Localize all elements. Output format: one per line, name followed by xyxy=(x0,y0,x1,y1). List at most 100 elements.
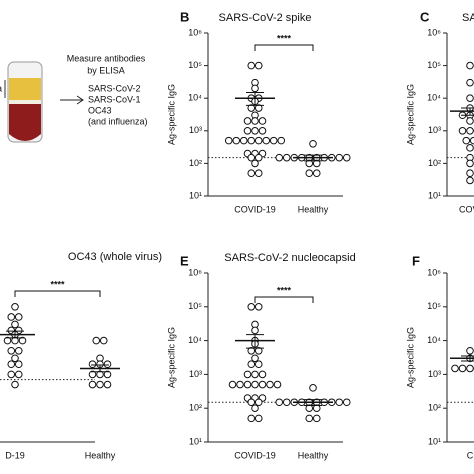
data-point xyxy=(243,380,252,389)
data-point xyxy=(312,159,321,168)
data-point xyxy=(247,136,256,145)
y-tick-label: 10⁴ xyxy=(188,335,202,345)
data-point xyxy=(466,78,474,87)
data-point xyxy=(7,346,16,355)
data-point xyxy=(96,380,104,389)
data-point xyxy=(92,336,101,345)
data-point xyxy=(262,136,271,145)
y-tick-label: 10³ xyxy=(189,369,202,379)
data-point xyxy=(254,360,263,369)
data-point xyxy=(269,136,278,145)
x-tick-label: C xyxy=(467,450,474,460)
data-point xyxy=(251,117,259,125)
y-tick-label: 10¹ xyxy=(189,436,202,446)
y-axis-label: Ag-specific IgG xyxy=(405,84,415,145)
data-point xyxy=(228,380,237,389)
y-tick-label: 10⁴ xyxy=(427,335,441,345)
sem-bar xyxy=(246,91,264,106)
significance: **** xyxy=(50,279,65,289)
data-point xyxy=(466,169,474,178)
significance: **** xyxy=(277,33,292,43)
data-point xyxy=(254,346,263,355)
data-point xyxy=(309,139,317,148)
data-point xyxy=(309,384,317,392)
data-point xyxy=(7,360,16,369)
x-tick-label: Healthy xyxy=(85,450,116,460)
data-point xyxy=(251,84,259,93)
panel-letter: B xyxy=(180,9,189,24)
data-point xyxy=(251,354,259,363)
data-point xyxy=(251,370,259,379)
data-point xyxy=(342,153,351,162)
data-point xyxy=(254,104,263,112)
data-point xyxy=(312,169,321,178)
data-point xyxy=(247,153,256,162)
data-point xyxy=(243,127,252,135)
data-point xyxy=(275,398,284,407)
data-point xyxy=(247,303,256,311)
sem-bar xyxy=(304,399,322,407)
y-tick-label: 10⁵ xyxy=(188,301,202,311)
data-point xyxy=(247,360,256,369)
data-point xyxy=(254,169,263,178)
data-point xyxy=(251,380,259,389)
data-point xyxy=(243,117,252,125)
target: SARS-CoV-2 xyxy=(88,83,141,93)
data-point xyxy=(466,144,474,152)
x-tick-label: D-19 xyxy=(5,450,25,460)
data-point xyxy=(469,136,474,145)
chart-title: SA xyxy=(462,12,474,24)
y-tick-label: 10² xyxy=(189,403,202,413)
data-point xyxy=(3,336,12,345)
data-point xyxy=(466,159,474,168)
data-point xyxy=(312,414,321,423)
panel-letter: F xyxy=(412,253,420,268)
data-point xyxy=(11,354,19,363)
panel-letter: E xyxy=(180,253,189,268)
data-point xyxy=(466,346,474,355)
chart-title: OC43 (whole virus) xyxy=(68,251,162,263)
data-point xyxy=(11,380,19,389)
data-point xyxy=(88,360,97,369)
y-tick-label: 10³ xyxy=(428,369,441,379)
y-tick-label: 10¹ xyxy=(428,436,441,446)
data-point xyxy=(14,360,23,369)
data-point xyxy=(254,153,263,162)
data-point xyxy=(11,303,19,311)
tube-label: ma xyxy=(0,83,2,93)
data-point xyxy=(458,364,467,373)
data-point xyxy=(273,380,282,389)
data-point xyxy=(335,398,344,407)
x-tick-label: Healthy xyxy=(298,204,329,214)
significance-bracket xyxy=(254,44,314,51)
y-tick-label: 10⁶ xyxy=(427,267,441,277)
data-point xyxy=(312,404,321,413)
data-point xyxy=(466,94,474,102)
data-point xyxy=(266,380,274,389)
sem-bar xyxy=(6,330,24,339)
data-point xyxy=(232,136,241,145)
data-point xyxy=(466,176,474,185)
data-point xyxy=(305,159,314,168)
y-tick-label: 10² xyxy=(428,403,441,413)
data-point xyxy=(258,117,267,125)
data-point xyxy=(466,61,474,70)
y-tick-label: 10² xyxy=(189,158,202,168)
data-point xyxy=(305,169,314,178)
data-point xyxy=(99,336,108,345)
data-point xyxy=(254,398,263,407)
y-tick-label: 10⁶ xyxy=(188,267,202,277)
data-point xyxy=(335,153,344,162)
y-axis-label: Ag-specific IgG xyxy=(405,327,415,388)
y-tick-label: 10³ xyxy=(189,125,202,135)
panel-letter: C xyxy=(420,9,430,24)
data-point xyxy=(458,127,467,135)
diagram: ma Measure antibodies by ELISA SARS-CoV-… xyxy=(0,53,148,143)
arrow xyxy=(60,95,84,105)
data-point xyxy=(254,61,263,70)
data-point xyxy=(14,313,23,321)
y-tick-label: 10⁵ xyxy=(427,60,441,70)
data-point xyxy=(258,370,267,379)
data-point xyxy=(282,398,291,407)
